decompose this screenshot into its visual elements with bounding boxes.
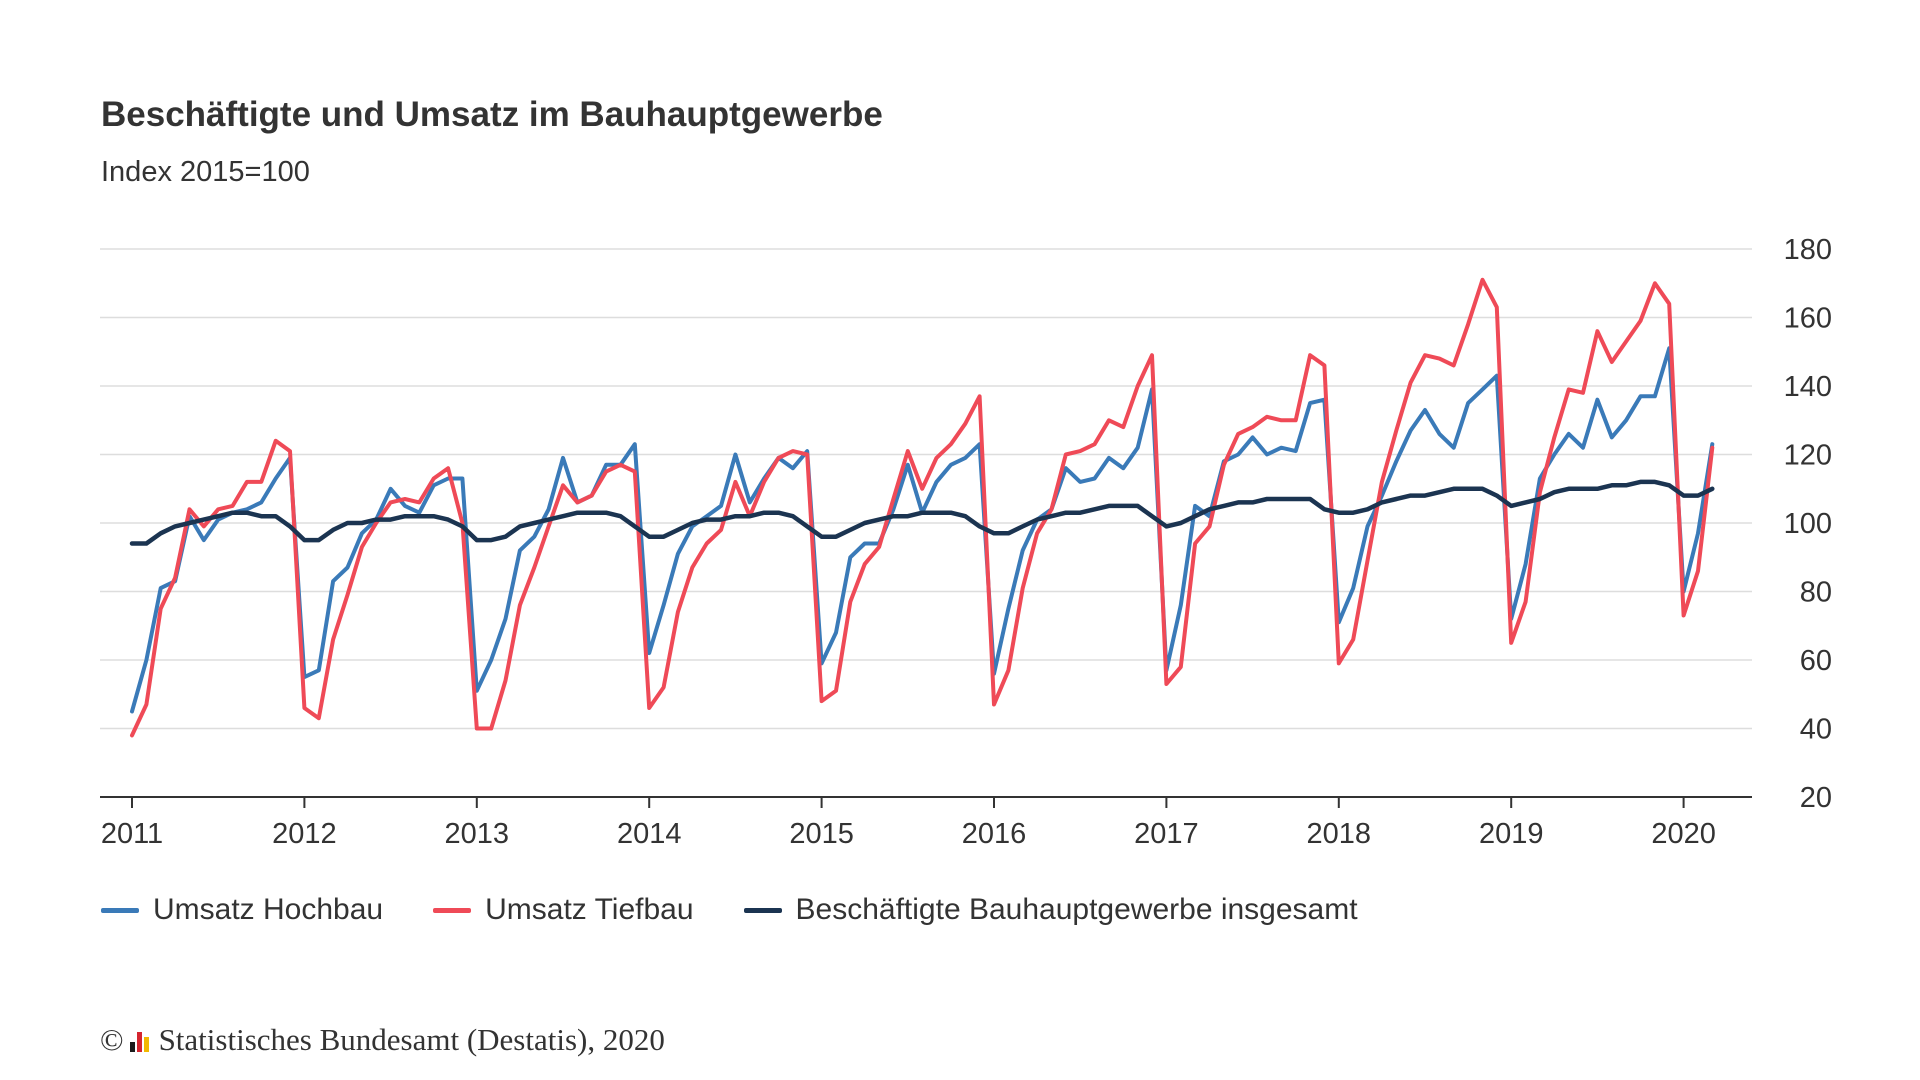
destatis-logo-icon [129,1028,151,1052]
legend-label-beschaeftigte: Beschäftigte Bauhauptgewerbe insgesamt [795,893,1358,926]
legend-label-tiefbau: Umsatz Tiefbau [485,893,694,926]
x-tick-label: 2011 [101,818,163,850]
y-tick-label: 100 [1784,508,1832,540]
series-line-umsatz-tiefbau [130,277,1715,738]
y-tick-label: 40 [1800,714,1832,746]
x-tick-label: 2017 [1134,818,1199,850]
copyright-symbol: © [100,1022,124,1057]
x-tick-label: 2016 [962,818,1027,850]
y-tick-label: 180 [1784,234,1832,266]
x-tick-label: 2013 [445,818,510,850]
x-tick-label: 2020 [1651,818,1716,850]
x-tick-label: 2019 [1479,818,1544,850]
y-tick-label: 80 [1800,577,1832,609]
gridlines [100,248,1752,730]
y-ticks: 20 40 60 80 100 120 140 160 180 [1784,234,1832,814]
y-tick-label: 160 [1784,303,1832,335]
x-ticks: 2011 2012 2013 2014 2015 2016 2017 2018 2019 2020 [101,797,1716,850]
legend: Umsatz Hochbau Umsatz Tiefbau Beschäftig… [101,893,1408,927]
chart-title: Beschäftigte und Umsatz im Bauhauptgewer… [101,95,883,134]
legend-item-tiefbau: Umsatz Tiefbau [433,893,694,927]
y-tick-label: 60 [1800,645,1832,677]
series-line-umsatz-hochbau [130,346,1715,714]
legend-swatch-hochbau [101,907,139,913]
x-tick-label: 2012 [272,818,337,850]
y-tick-label: 20 [1800,782,1832,814]
y-tick-label: 120 [1784,440,1832,472]
legend-label-hochbau: Umsatz Hochbau [153,893,384,926]
series-lines [129,277,1715,738]
legend-item-beschaeftigte: Beschäftigte Bauhauptgewerbe insgesamt [743,893,1358,927]
source-text: Statistisches Bundesamt (Destatis), 2020 [158,1022,665,1057]
series-line-beschaeftigte [129,479,1715,546]
x-tick-label: 2018 [1307,818,1372,850]
legend-swatch-beschaeftigte [743,907,782,913]
legend-swatch-tiefbau [433,907,472,913]
chart-subtitle: Index 2015=100 [101,156,310,188]
x-tick-label: 2014 [617,818,682,850]
source-footer: © Statistisches Bundesamt (Destatis), 20… [100,1022,665,1058]
x-tick-label: 2015 [789,818,854,850]
y-tick-label: 140 [1784,371,1832,403]
legend-item-hochbau: Umsatz Hochbau [101,893,383,927]
